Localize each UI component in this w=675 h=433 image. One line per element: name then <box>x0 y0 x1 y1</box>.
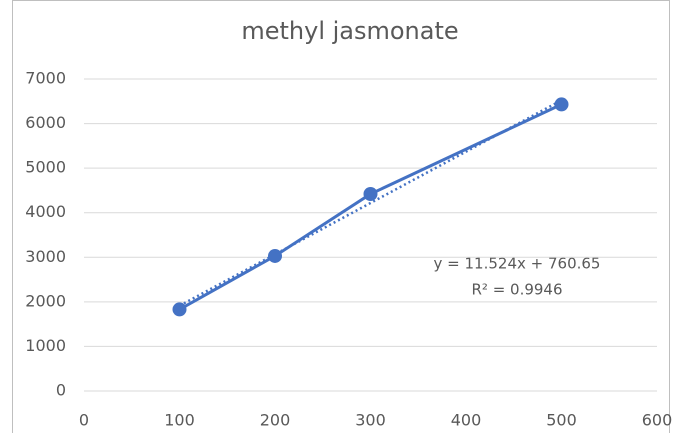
y-tick-label: 3000 <box>25 247 66 266</box>
x-tick-label: 300 <box>355 411 386 430</box>
y-tick-label: 5000 <box>25 158 66 177</box>
y-tick-label: 2000 <box>25 291 66 310</box>
x-tick-label: 400 <box>451 411 482 430</box>
data-point <box>172 302 187 317</box>
chart-border <box>12 0 670 433</box>
x-tick-label: 200 <box>260 411 291 430</box>
trendline <box>178 99 563 307</box>
y-tick-label: 4000 <box>25 202 66 221</box>
trendline-r2: R² = 0.9946 <box>471 281 562 299</box>
series-line <box>178 103 563 311</box>
y-tick-label: 7000 <box>25 69 66 88</box>
y-tick-label: 1000 <box>25 336 66 355</box>
x-tick-label: 0 <box>79 411 89 430</box>
x-tick-label: 500 <box>546 411 577 430</box>
x-tick-label: 100 <box>164 411 195 430</box>
chart-title: methyl jasmonate <box>241 17 458 45</box>
trendline-equation: y = 11.524x + 760.65 <box>434 255 601 273</box>
y-tick-label: 6000 <box>25 113 66 132</box>
y-tick-label: 0 <box>56 381 66 400</box>
data-point <box>554 97 569 112</box>
data-point <box>268 248 282 263</box>
data-point <box>363 186 378 201</box>
x-tick-label: 600 <box>642 411 673 430</box>
